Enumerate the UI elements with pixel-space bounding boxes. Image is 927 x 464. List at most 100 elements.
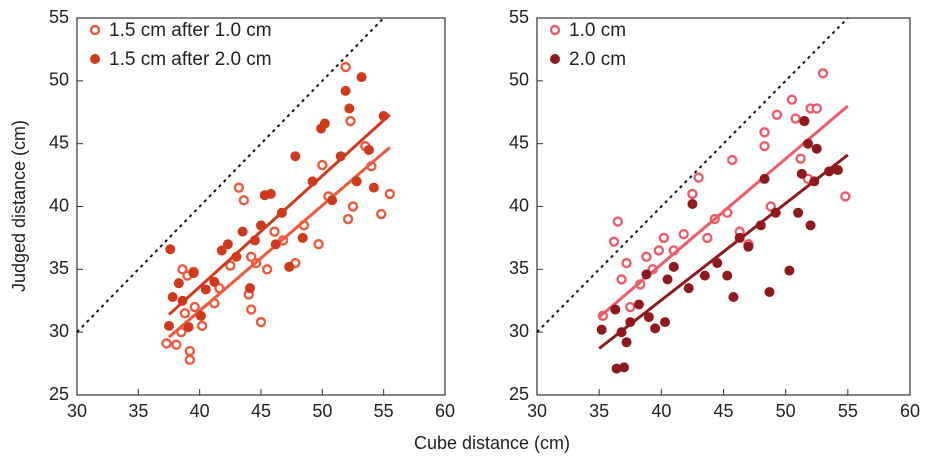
x-tick-label: 60 <box>900 401 920 421</box>
y-tick-label: 25 <box>49 384 69 404</box>
point <box>171 339 182 350</box>
point <box>200 284 211 295</box>
point <box>621 257 632 269</box>
point <box>799 116 810 127</box>
point <box>317 159 328 171</box>
point <box>284 261 295 272</box>
point <box>641 269 652 280</box>
point <box>633 299 644 310</box>
point <box>363 144 374 155</box>
point <box>216 245 227 256</box>
point <box>209 276 220 287</box>
point <box>351 176 362 187</box>
point <box>313 238 324 250</box>
point <box>290 151 301 162</box>
y-tick-label: 40 <box>509 195 529 215</box>
legend-label: 2.0 cm <box>569 49 626 70</box>
y-axis-label: Judged distance (cm) <box>9 120 29 292</box>
x-tick-label: 40 <box>190 401 210 421</box>
y-tick-label: 45 <box>49 132 69 152</box>
point <box>238 195 250 206</box>
point <box>596 324 607 335</box>
x-tick-label: 35 <box>589 401 609 421</box>
point <box>196 320 208 332</box>
point <box>771 109 783 120</box>
point <box>368 182 379 193</box>
y-tick-label: 55 <box>509 7 529 27</box>
point <box>796 168 807 179</box>
legend-marker <box>90 54 100 64</box>
legend-marker <box>549 24 561 36</box>
point <box>662 274 673 285</box>
point <box>184 345 196 357</box>
point <box>805 220 816 231</box>
fit-line <box>598 104 849 319</box>
legend-label: 1.0 cm <box>569 20 626 41</box>
point <box>269 226 280 237</box>
y-tick-label: 30 <box>509 321 529 341</box>
point <box>255 316 267 328</box>
y-tick-label: 50 <box>509 70 529 90</box>
legend-label: 1.5 cm after 2.0 cm <box>109 49 272 70</box>
point <box>245 251 257 262</box>
x-tick-label: 45 <box>713 401 733 421</box>
point <box>687 198 698 209</box>
point <box>616 274 627 285</box>
point <box>793 207 804 218</box>
x-axis-label: Cube distance (cm) <box>414 433 570 453</box>
x-tick-label: 60 <box>435 401 455 421</box>
x-tick-label: 45 <box>251 401 271 421</box>
point <box>610 304 621 315</box>
x-tick-label: 30 <box>527 401 547 421</box>
identity-line <box>76 17 385 333</box>
point <box>611 363 622 374</box>
point <box>161 338 172 349</box>
point <box>811 143 822 154</box>
point <box>840 191 851 202</box>
y-tick-label: 35 <box>49 258 69 278</box>
point <box>376 208 387 220</box>
y-tick-label: 30 <box>49 321 69 341</box>
fit-line <box>598 153 849 350</box>
x-tick-label: 35 <box>128 401 148 421</box>
point <box>641 251 652 262</box>
point <box>356 72 367 83</box>
point <box>164 320 174 331</box>
point <box>743 241 754 252</box>
x-tick-label: 55 <box>838 401 858 421</box>
legend-marker <box>550 54 560 64</box>
y-tick-label: 35 <box>509 258 529 278</box>
point <box>188 268 199 279</box>
y-tick-label: 45 <box>509 132 529 152</box>
point <box>712 258 723 269</box>
plot-frame <box>536 17 911 396</box>
point <box>608 236 620 247</box>
point <box>619 362 630 373</box>
point <box>784 265 795 276</box>
legend-label: 1.5 cm after 1.0 cm <box>109 20 272 41</box>
point <box>699 270 710 281</box>
point <box>683 283 694 294</box>
point <box>195 310 206 321</box>
point <box>650 323 661 334</box>
x-tick-label: 55 <box>374 401 394 421</box>
point <box>727 154 738 166</box>
point <box>384 188 395 200</box>
point <box>173 278 184 289</box>
point <box>643 312 654 323</box>
point <box>261 264 273 275</box>
point <box>803 138 814 149</box>
point <box>189 301 200 313</box>
point <box>668 261 679 272</box>
point <box>270 239 281 250</box>
point <box>342 213 354 225</box>
point <box>179 308 191 319</box>
y-tick-label: 50 <box>49 70 69 90</box>
point <box>167 291 178 302</box>
point <box>687 188 698 200</box>
y-tick-label: 55 <box>49 7 69 27</box>
point <box>233 182 245 193</box>
point <box>759 127 770 138</box>
y-tick-label: 40 <box>49 195 69 215</box>
